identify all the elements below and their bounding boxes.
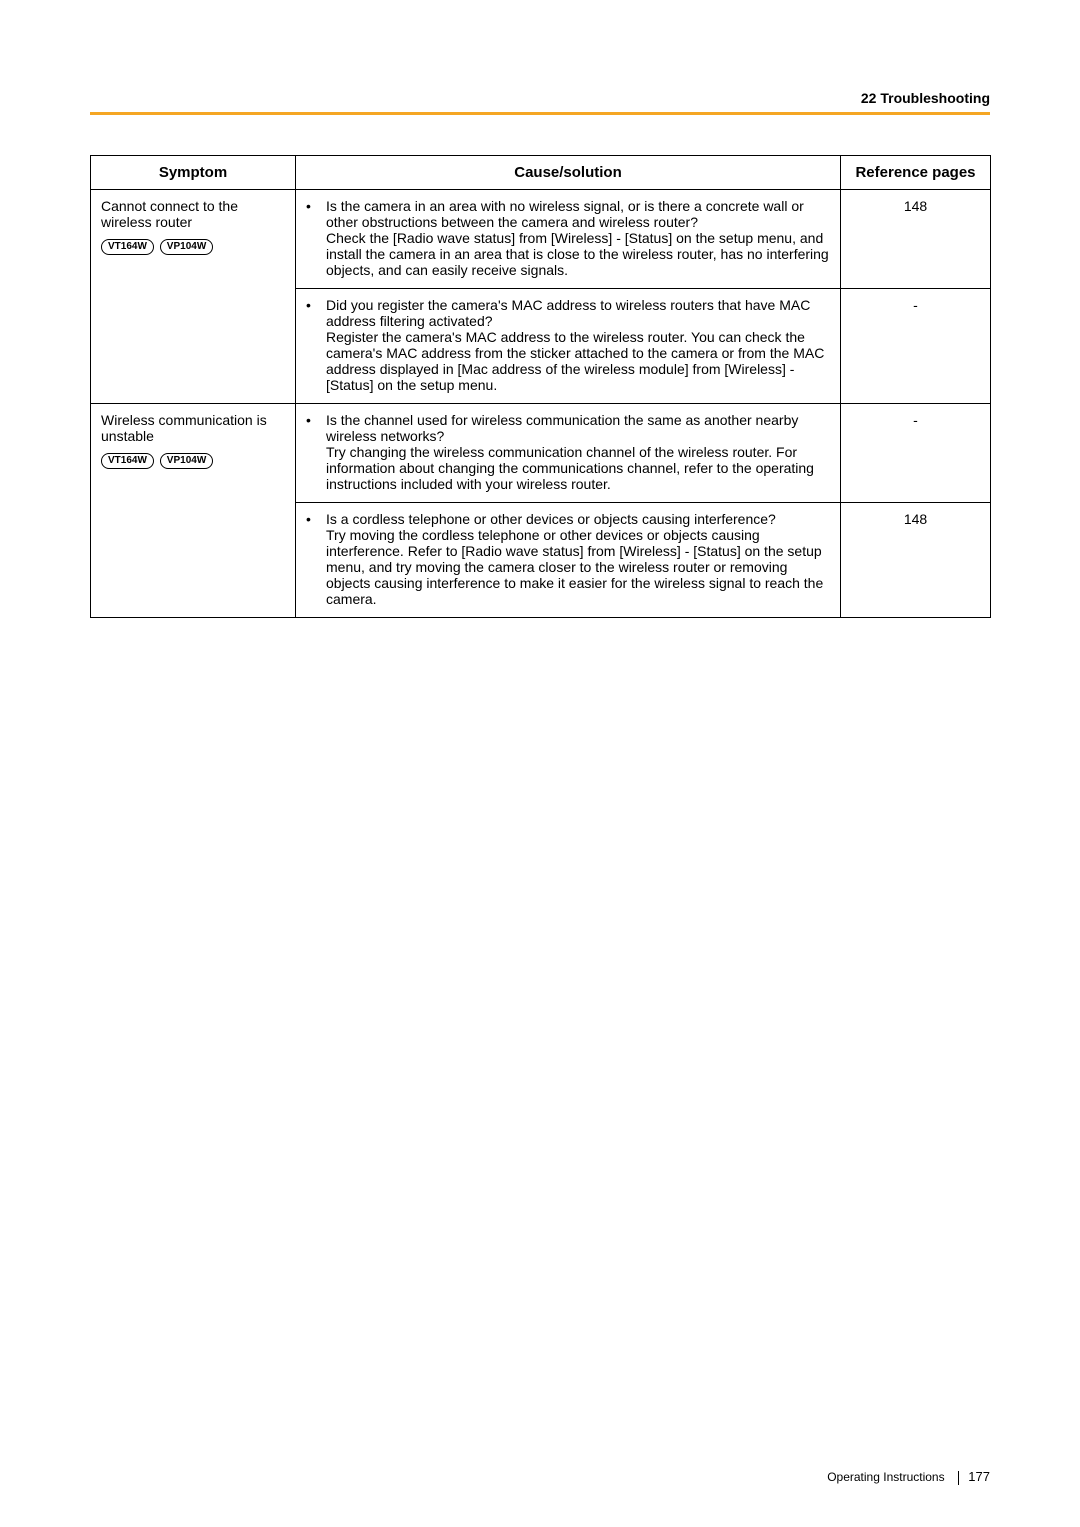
page-header: 22 Troubleshooting bbox=[90, 90, 990, 115]
page-footer: Operating Instructions 177 bbox=[827, 1469, 990, 1485]
model-badge: VT164W bbox=[101, 239, 154, 255]
cause-cell: Is the channel used for wireless communi… bbox=[296, 404, 841, 503]
col-cause: Cause/solution bbox=[296, 156, 841, 190]
col-ref: Reference pages bbox=[841, 156, 991, 190]
model-badge: VT164W bbox=[101, 453, 154, 469]
cause-cell: Did you register the camera's MAC addres… bbox=[296, 289, 841, 404]
page-number: 177 bbox=[968, 1469, 990, 1484]
footer-label: Operating Instructions bbox=[827, 1470, 944, 1484]
table-header-row: Symptom Cause/solution Reference pages bbox=[91, 156, 991, 190]
table-row: Cannot connect to the wireless router VT… bbox=[91, 190, 991, 289]
troubleshooting-table: Symptom Cause/solution Reference pages C… bbox=[90, 155, 991, 618]
ref-cell: - bbox=[841, 404, 991, 503]
ref-cell: - bbox=[841, 289, 991, 404]
section-title: 22 Troubleshooting bbox=[861, 90, 990, 106]
symptom-cell: Wireless communication is unstable VT164… bbox=[91, 404, 296, 618]
cause-text: Is the channel used for wireless communi… bbox=[306, 412, 830, 492]
ref-cell: 148 bbox=[841, 190, 991, 289]
model-badge: VP104W bbox=[160, 239, 213, 255]
symptom-text: Wireless communication is unstable bbox=[101, 412, 285, 444]
cause-text: Is the camera in an area with no wireles… bbox=[306, 198, 830, 278]
table-row: Wireless communication is unstable VT164… bbox=[91, 404, 991, 503]
ref-cell: 148 bbox=[841, 503, 991, 618]
cause-text: Did you register the camera's MAC addres… bbox=[306, 297, 830, 393]
col-symptom: Symptom bbox=[91, 156, 296, 190]
symptom-cell: Cannot connect to the wireless router VT… bbox=[91, 190, 296, 404]
model-badge: VP104W bbox=[160, 453, 213, 469]
symptom-text: Cannot connect to the wireless router bbox=[101, 198, 285, 230]
footer-separator bbox=[958, 1471, 959, 1485]
cause-text: Is a cordless telephone or other devices… bbox=[306, 511, 830, 607]
cause-cell: Is the camera in an area with no wireles… bbox=[296, 190, 841, 289]
cause-cell: Is a cordless telephone or other devices… bbox=[296, 503, 841, 618]
